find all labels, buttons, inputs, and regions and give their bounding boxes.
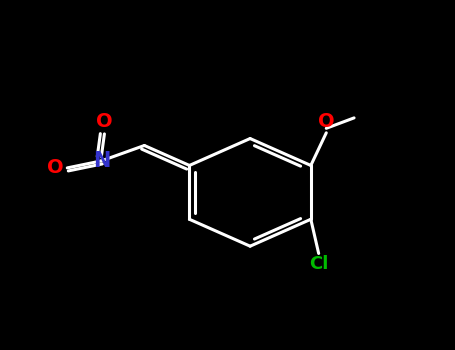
Text: O: O xyxy=(318,112,334,131)
Text: O: O xyxy=(47,159,64,177)
Text: O: O xyxy=(96,112,113,132)
Text: Cl: Cl xyxy=(309,255,329,273)
Text: N: N xyxy=(93,151,110,171)
